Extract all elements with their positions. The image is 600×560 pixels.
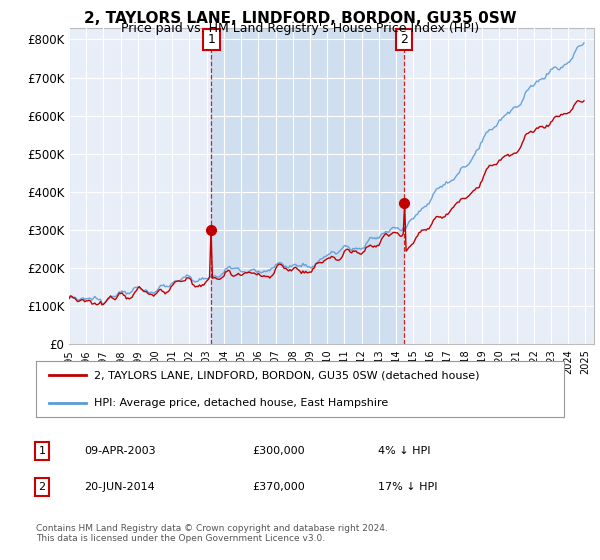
- Text: Price paid vs. HM Land Registry's House Price Index (HPI): Price paid vs. HM Land Registry's House …: [121, 22, 479, 35]
- Text: Contains HM Land Registry data © Crown copyright and database right 2024.
This d: Contains HM Land Registry data © Crown c…: [36, 524, 388, 543]
- Text: £370,000: £370,000: [252, 482, 305, 492]
- Text: £300,000: £300,000: [252, 446, 305, 456]
- Text: 2: 2: [38, 482, 46, 492]
- Text: 4% ↓ HPI: 4% ↓ HPI: [378, 446, 431, 456]
- Text: 1: 1: [208, 33, 215, 46]
- Text: 2, TAYLORS LANE, LINDFORD, BORDON, GU35 0SW: 2, TAYLORS LANE, LINDFORD, BORDON, GU35 …: [83, 11, 517, 26]
- Text: 1: 1: [38, 446, 46, 456]
- Text: HPI: Average price, detached house, East Hampshire: HPI: Average price, detached house, East…: [94, 398, 388, 408]
- Text: 09-APR-2003: 09-APR-2003: [84, 446, 155, 456]
- Text: 2: 2: [400, 33, 408, 46]
- Text: 20-JUN-2014: 20-JUN-2014: [84, 482, 155, 492]
- Text: 17% ↓ HPI: 17% ↓ HPI: [378, 482, 437, 492]
- Text: 2, TAYLORS LANE, LINDFORD, BORDON, GU35 0SW (detached house): 2, TAYLORS LANE, LINDFORD, BORDON, GU35 …: [94, 370, 479, 380]
- Bar: [211, 28, 404, 344]
